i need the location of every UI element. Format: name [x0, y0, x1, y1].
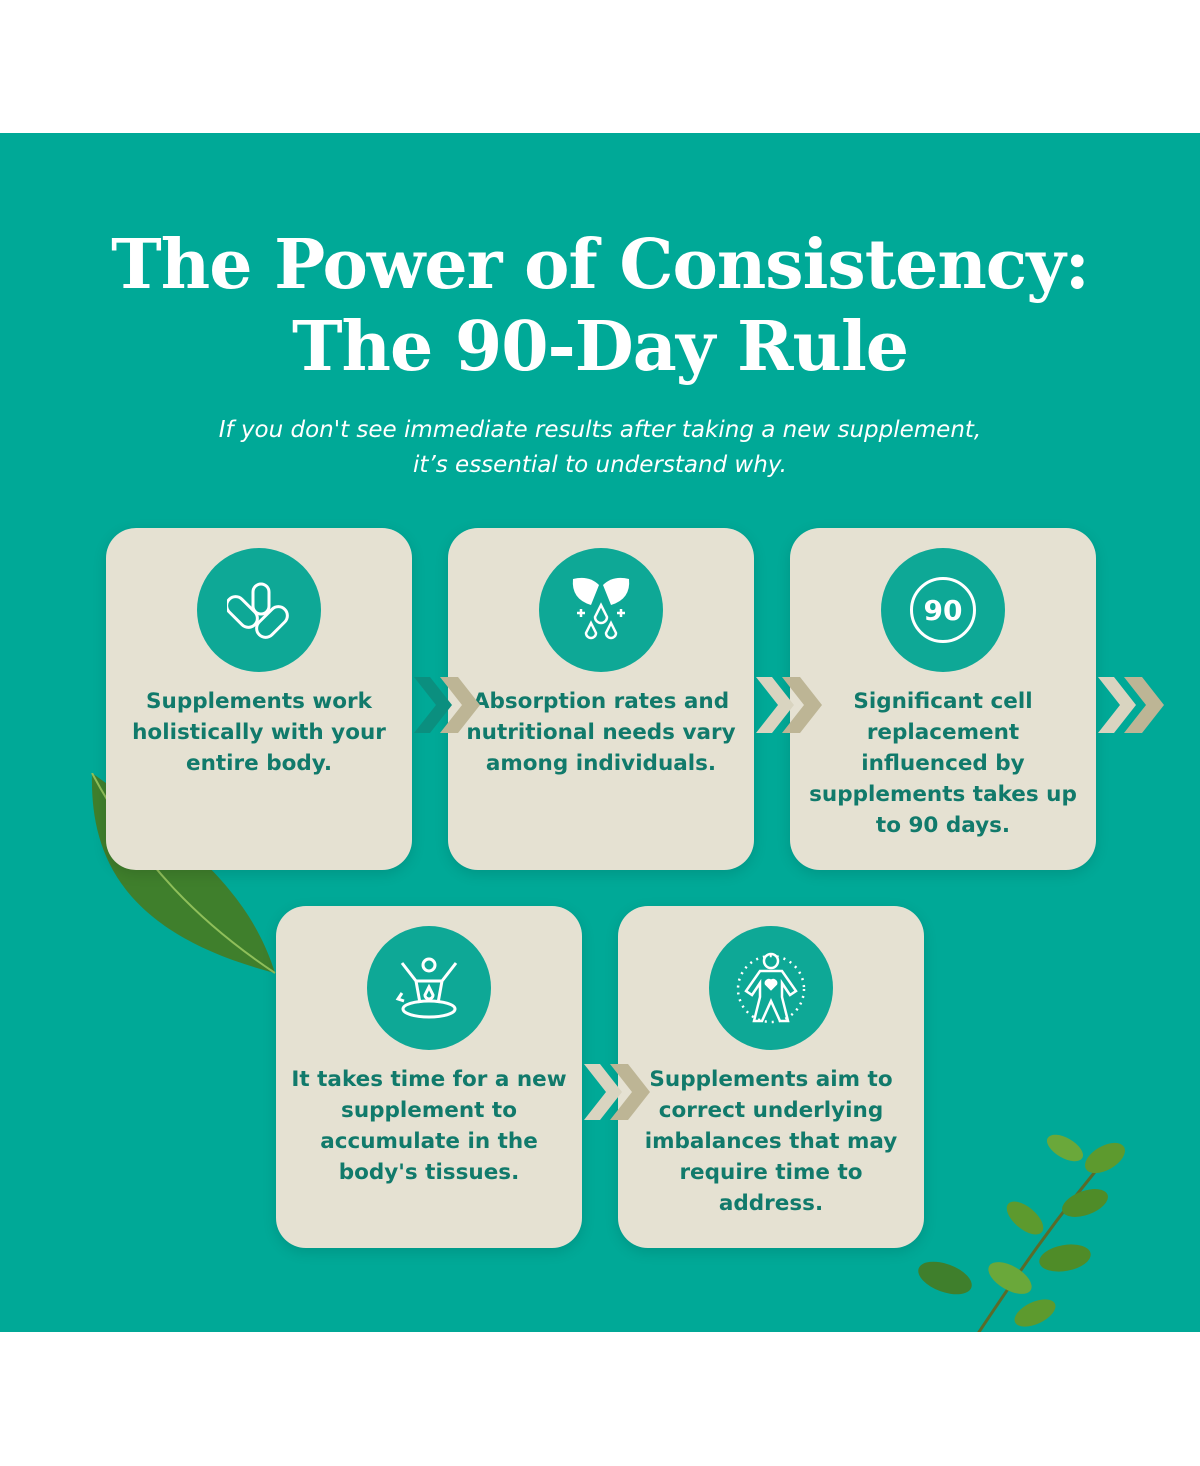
- body-absorption-icon: [395, 957, 458, 1019]
- step-text: Significant cell replacement influenced …: [809, 689, 1077, 838]
- step-card-2: Absorption rates and nutritional needs v…: [448, 528, 754, 870]
- step-text: Supplements aim to correct underlying im…: [644, 1067, 898, 1216]
- chevron-arrow-icon: [414, 677, 480, 733]
- icon-circle: 90: [881, 548, 1005, 672]
- subtitle-line-2: it’s essential to understand why.: [413, 452, 787, 478]
- step-text: Supplements work holistically with your …: [132, 689, 386, 776]
- title-line-1: The Power of Consistency:: [111, 225, 1090, 305]
- step-card-5: Supplements aim to correct underlying im…: [618, 906, 924, 1248]
- body-heart-icon: [736, 952, 806, 1024]
- chevron-arrow-icon: [1098, 677, 1164, 733]
- step-card-3: 90 Significant cell replacement influenc…: [790, 528, 1096, 870]
- ninety-badge-icon: 90: [910, 577, 976, 643]
- capsules-icon: [227, 582, 289, 639]
- ninety-badge-text: 90: [923, 593, 963, 627]
- step-text: Absorption rates and nutritional needs v…: [466, 689, 736, 776]
- title-line-2: The 90-Day Rule: [291, 307, 909, 387]
- chevron-arrow-icon: [584, 1064, 650, 1120]
- icon-circle: [197, 548, 321, 672]
- chevron-arrow-icon: [756, 677, 822, 733]
- branch-decoration-right: [918, 1134, 1125, 1332]
- step-card-1: Supplements work holistically with your …: [106, 528, 412, 870]
- capsule-drops-icon: [572, 577, 630, 640]
- step-card-4: It takes time for a new supplement to ac…: [276, 906, 582, 1248]
- icon-circle: [539, 548, 663, 672]
- subtitle-line-1: If you don't see immediate results after…: [218, 417, 982, 443]
- step-text: It takes time for a new supplement to ac…: [291, 1067, 567, 1185]
- icon-circle: [709, 926, 833, 1050]
- icon-circle: [367, 926, 491, 1050]
